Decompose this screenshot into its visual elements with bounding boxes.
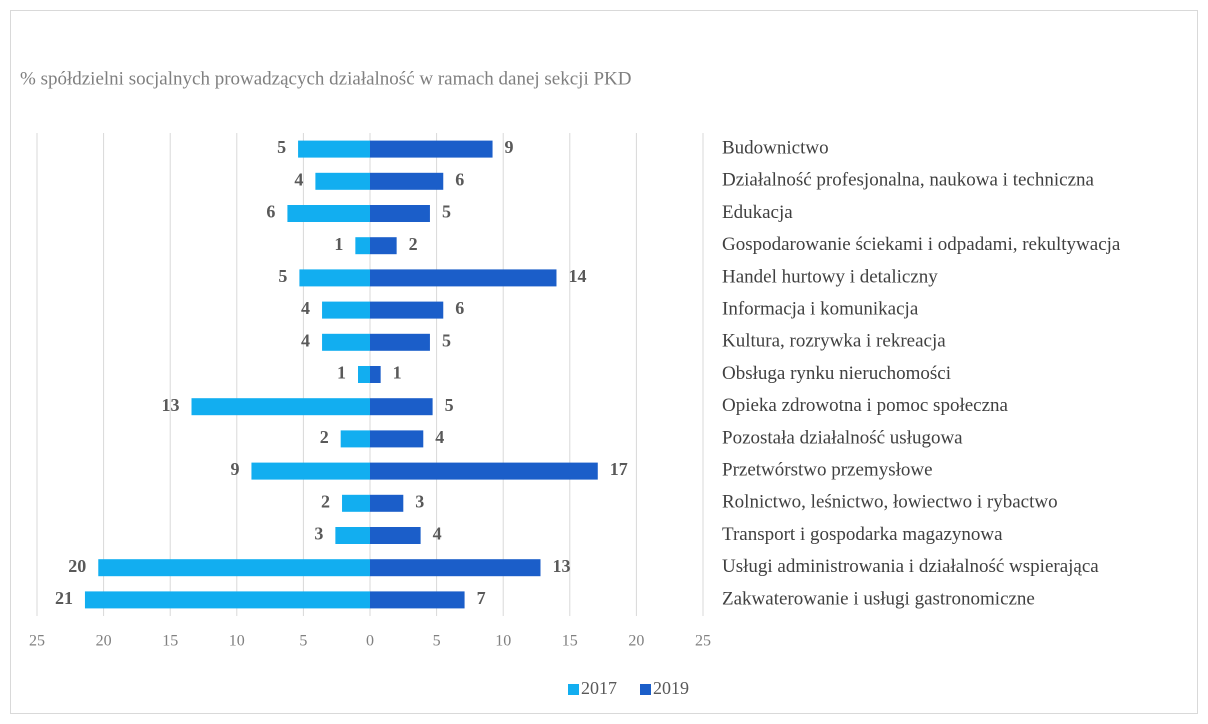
legend-swatch	[640, 684, 651, 695]
bar	[84, 591, 371, 609]
bar	[298, 140, 370, 158]
legend-label: 2019	[653, 678, 689, 698]
x-tick-label: 15	[162, 633, 178, 650]
bar	[358, 366, 370, 383]
data-label: 2	[409, 234, 418, 254]
bar	[370, 430, 424, 448]
bar	[370, 140, 493, 158]
category-label: Informacja i komunikacja	[722, 298, 919, 319]
data-label: 1	[337, 363, 346, 383]
data-label: 13	[552, 556, 570, 576]
bar	[322, 333, 370, 351]
bar	[335, 527, 370, 544]
bar	[370, 237, 397, 255]
data-label: 14	[568, 266, 586, 286]
bar	[287, 205, 370, 222]
bar	[370, 398, 433, 416]
x-tick-label: 25	[29, 633, 45, 650]
bar	[370, 462, 598, 480]
data-label: 9	[230, 459, 239, 479]
bar	[342, 494, 370, 512]
bar	[299, 269, 370, 287]
data-label: 3	[314, 524, 323, 544]
data-label: 3	[415, 491, 424, 511]
category-label: Usługi administrowania i działalność wsp…	[722, 556, 1099, 577]
data-label: 21	[55, 588, 73, 608]
category-label: Budownictwo	[722, 137, 829, 158]
x-tick-label: 10	[495, 633, 511, 650]
category-label: Kultura, rozrywka i rekreacja	[722, 331, 946, 352]
category-label: Zakwaterowanie i usługi gastronomiczne	[722, 588, 1035, 609]
data-label: 7	[477, 588, 486, 608]
bar	[251, 462, 370, 480]
data-label: 5	[445, 395, 454, 415]
data-label: 1	[334, 234, 343, 254]
category-label: Obsługa rynku nieruchomości	[722, 363, 951, 384]
data-label: 4	[435, 427, 444, 447]
bar	[98, 559, 370, 577]
category-label: Transport i gospodarka magazynowa	[722, 524, 1003, 545]
data-label: 4	[294, 169, 303, 189]
category-label: Działalność profesjonalna, naukowa i tec…	[722, 170, 1094, 191]
chart-title: % spółdzielni socjalnych prowadzących dz…	[20, 68, 631, 89]
legend-label: 2017	[581, 678, 617, 698]
data-label: 6	[266, 202, 275, 222]
x-tick-label: 5	[433, 633, 441, 650]
bar	[370, 301, 444, 319]
legend-swatch	[568, 684, 579, 695]
data-label: 4	[301, 298, 310, 318]
bar	[315, 172, 370, 190]
category-label: Handel hurtowy i detaliczny	[722, 266, 938, 287]
data-label: 4	[301, 330, 310, 350]
category-label: Przetwórstwo przemysłowe	[722, 459, 933, 480]
x-tick-label: 0	[366, 633, 374, 650]
data-label: 17	[610, 459, 628, 479]
x-tick-label: 20	[628, 633, 644, 650]
x-tick-label: 10	[229, 633, 245, 650]
bar	[370, 559, 541, 577]
data-label: 20	[68, 556, 86, 576]
bar	[340, 430, 370, 448]
data-label: 1	[393, 363, 402, 383]
bar	[370, 205, 430, 222]
bar	[370, 494, 404, 512]
category-label: Gospodarowanie ściekami i odpadami, reku…	[722, 234, 1121, 255]
bar	[370, 172, 444, 190]
x-tick-label: 15	[562, 633, 578, 650]
data-label: 6	[455, 298, 464, 318]
data-label: 4	[433, 524, 442, 544]
category-label: Edukacja	[722, 202, 793, 223]
category-label: Pozostała działalność usługowa	[722, 427, 963, 448]
data-label: 13	[162, 395, 180, 415]
x-tick-label: 20	[96, 633, 112, 650]
bar	[370, 333, 430, 351]
bar	[322, 301, 370, 319]
data-label: 9	[505, 137, 514, 157]
x-tick-label: 5	[299, 633, 307, 650]
bar	[370, 527, 421, 544]
bar	[191, 398, 370, 416]
data-label: 5	[442, 202, 451, 222]
category-label: Rolnictwo, leśnictwo, łowiectwo i rybact…	[722, 492, 1058, 513]
data-label: 5	[277, 137, 286, 157]
data-label: 5	[442, 330, 451, 350]
data-label: 5	[278, 266, 287, 286]
category-label: Opieka zdrowotna i pomoc społeczna	[722, 395, 1009, 416]
data-label: 6	[455, 169, 464, 189]
data-label: 2	[321, 491, 330, 511]
bar	[370, 269, 557, 287]
bar	[370, 591, 465, 609]
bar	[355, 237, 370, 255]
bar	[370, 366, 381, 383]
data-label: 2	[320, 427, 329, 447]
x-tick-label: 25	[695, 633, 711, 650]
